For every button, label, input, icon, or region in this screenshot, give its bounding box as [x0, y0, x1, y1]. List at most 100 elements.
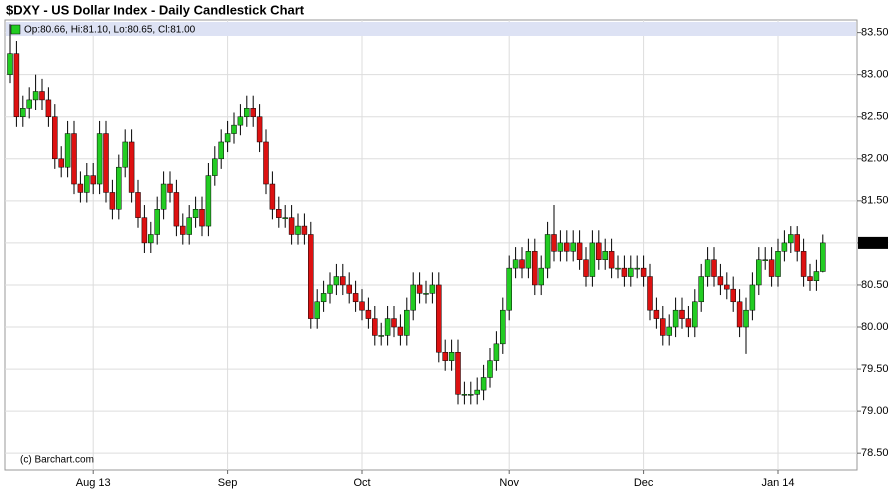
plot-frame [4, 19, 858, 471]
candle-body [192, 209, 199, 218]
candle-body [532, 251, 538, 286]
candle-body [256, 116, 263, 143]
candle-body [436, 284, 442, 353]
candle-body [333, 276, 340, 286]
legend-band [6, 22, 856, 36]
candle-body [788, 234, 794, 244]
candle-body [461, 394, 468, 396]
candle-body [122, 141, 128, 168]
candle-body [135, 192, 141, 218]
candle-body [391, 318, 397, 328]
x-tick-label: Aug 13 [76, 477, 111, 489]
candle-body [647, 276, 653, 311]
y-tick-label: 80.50 [861, 279, 889, 291]
candle-body [180, 225, 186, 235]
y-tick-label: 78.50 [861, 447, 889, 459]
candle-body [474, 389, 480, 395]
candle-body [468, 394, 474, 396]
chart-title: $DXY - US Dollar Index - Daily Candlesti… [6, 2, 305, 17]
candle-body [301, 225, 308, 235]
x-tick-label: Dec [634, 477, 654, 489]
candle-body [282, 217, 288, 219]
candle-body [224, 133, 231, 143]
candle-body [589, 242, 596, 277]
candle-body [52, 116, 58, 160]
candle-body [442, 351, 448, 361]
candle-body [640, 267, 647, 277]
ohlc-label: Op:80.66, Hi:81.10, Lo:80.65, Cl:81.00 [24, 25, 196, 36]
candle-body [557, 242, 564, 252]
candle-body [352, 293, 359, 303]
candle-body [570, 242, 576, 252]
candle-body [71, 133, 77, 185]
candle-body [359, 301, 365, 311]
candle-body [717, 276, 724, 286]
candle-body [378, 335, 384, 337]
candle-body [237, 116, 244, 126]
candle-body [7, 53, 13, 75]
candle-body [173, 192, 180, 227]
candle-body [621, 267, 628, 277]
y-tick-label: 82.00 [861, 153, 889, 165]
candle-body [160, 183, 167, 210]
candle-body [32, 91, 39, 101]
y-tick-label: 79.50 [861, 363, 889, 375]
candle-body [711, 259, 717, 277]
candle-body [148, 234, 154, 244]
candle-body [692, 301, 698, 328]
candle-body [679, 309, 685, 319]
candle-body [64, 133, 71, 168]
candle-body [276, 209, 282, 218]
candle-body [685, 318, 692, 328]
candle-body [90, 175, 96, 185]
candle-body [205, 175, 212, 227]
candle-body [807, 276, 813, 281]
candle-body [628, 267, 634, 277]
candle-body [800, 251, 807, 277]
candle-body [384, 318, 391, 336]
candle-body [218, 141, 224, 160]
candle-body [551, 234, 557, 252]
candle-body [781, 242, 788, 252]
candle-body [538, 267, 544, 286]
candle-body [493, 343, 500, 361]
candle-body [602, 251, 608, 260]
candle-body [564, 242, 570, 252]
y-tick-label: 83.50 [861, 27, 889, 39]
candle-body [724, 284, 730, 290]
candle-body [128, 141, 135, 193]
y-tick-label: 81.50 [861, 195, 889, 207]
candle-body [455, 351, 461, 395]
candle-body [410, 284, 416, 311]
candle-body [525, 251, 532, 269]
candle-body [506, 267, 512, 311]
candle-body [231, 124, 237, 134]
x-tick-label: Jan 14 [761, 477, 794, 489]
candle-body [519, 259, 525, 269]
candle-body [749, 284, 756, 311]
candle-body [45, 99, 52, 117]
candle-body [58, 158, 64, 168]
candle-body [576, 242, 583, 260]
candle-body [487, 360, 493, 378]
candle-body [199, 209, 205, 227]
candle-body [544, 234, 551, 269]
legend-swatch [10, 24, 21, 35]
candle-body [116, 166, 122, 210]
x-tick-label: Oct [353, 477, 370, 489]
y-tick-label: 79.00 [861, 405, 889, 417]
y-tick-label: 82.50 [861, 111, 889, 123]
candle-body [775, 251, 781, 277]
x-tick-label: Nov [499, 477, 519, 489]
candle-body [820, 242, 826, 272]
candle-body [608, 251, 615, 269]
candle-body [423, 293, 429, 295]
candle-body [269, 183, 276, 210]
candle-body [84, 175, 90, 193]
candle-body [212, 158, 218, 176]
candle-body [653, 309, 660, 319]
candle-body [634, 267, 640, 270]
candle-body [704, 259, 711, 277]
candle-body [813, 271, 820, 281]
